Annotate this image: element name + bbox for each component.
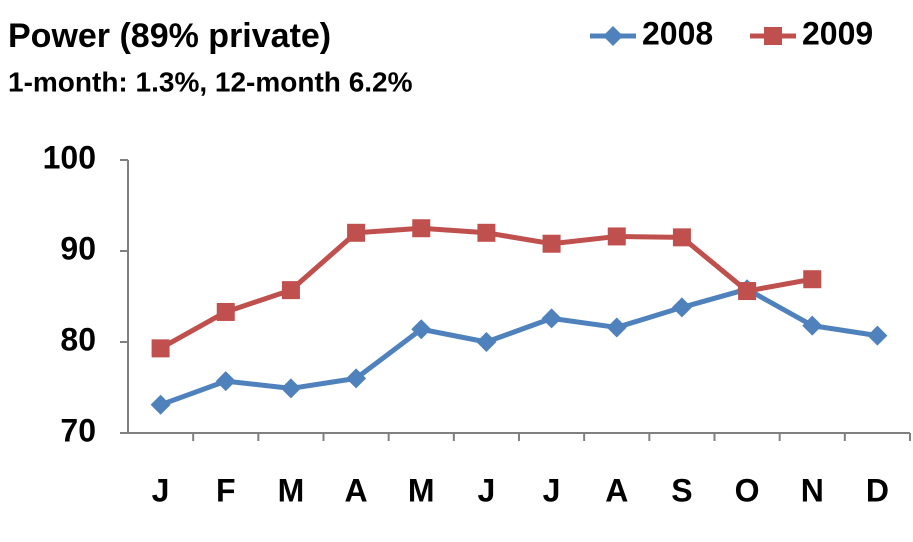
- chart-subtitle: 1-month: 1.3%, 12-month 6.2%: [8, 66, 413, 97]
- point: [150, 394, 171, 415]
- legend-label: 2009: [802, 15, 873, 51]
- x-tick-label: D: [866, 472, 889, 508]
- x-tick-label: O: [735, 472, 760, 508]
- point: [541, 308, 562, 329]
- point: [867, 325, 888, 346]
- point: [411, 319, 432, 340]
- x-tick-label: J: [543, 472, 561, 508]
- point: [671, 297, 692, 318]
- y-tick-label: 70: [60, 412, 96, 448]
- x-tick-label: M: [408, 472, 435, 508]
- point: [738, 282, 757, 301]
- point: [542, 234, 561, 253]
- point: [476, 332, 497, 352]
- y-tick-label: 90: [60, 230, 96, 266]
- point: [803, 270, 822, 289]
- y-tick-label: 100: [43, 139, 96, 175]
- x-tick-label: A: [605, 472, 628, 508]
- series-line: [159, 225, 813, 351]
- x-tick-label: M: [278, 472, 305, 508]
- legend-marker: [764, 27, 782, 45]
- point: [216, 302, 235, 321]
- point: [215, 371, 236, 392]
- point: [802, 315, 823, 336]
- point: [151, 339, 170, 358]
- legend-label: 2008: [642, 15, 713, 51]
- chart-title: Power (89% private): [8, 17, 331, 55]
- point: [412, 219, 431, 238]
- point: [607, 227, 626, 246]
- point: [280, 378, 301, 399]
- x-tick-label: J: [152, 472, 170, 508]
- point: [347, 223, 366, 242]
- y-tick-label: 80: [60, 321, 96, 357]
- point: [346, 368, 367, 389]
- series-line: [159, 286, 878, 408]
- point: [672, 228, 691, 247]
- point: [281, 281, 300, 300]
- x-tick-label: J: [478, 472, 496, 508]
- x-tick-label: N: [801, 472, 824, 508]
- point: [606, 317, 627, 338]
- x-tick-label: S: [671, 472, 692, 508]
- x-tick-label: A: [345, 472, 368, 508]
- point: [477, 223, 496, 242]
- x-tick-label: F: [216, 472, 236, 508]
- legend-marker: [603, 26, 623, 46]
